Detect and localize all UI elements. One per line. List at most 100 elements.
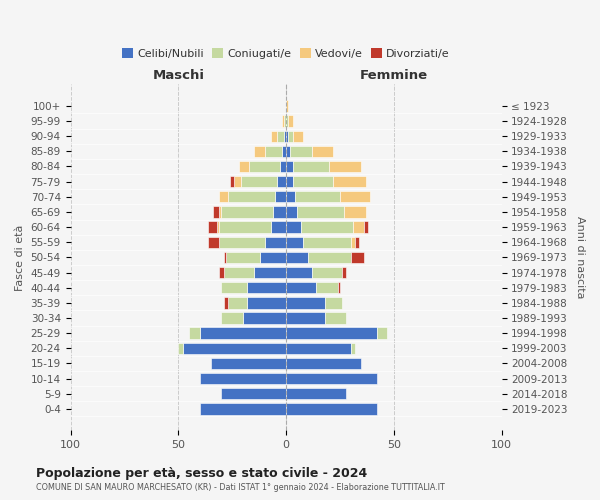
Bar xyxy=(329,161,361,172)
Bar xyxy=(301,222,353,233)
Bar xyxy=(293,130,303,142)
Bar xyxy=(200,373,286,384)
Bar xyxy=(286,146,290,157)
Bar xyxy=(254,267,286,278)
Bar xyxy=(226,252,260,263)
Bar xyxy=(277,130,284,142)
Bar xyxy=(286,252,308,263)
Bar xyxy=(286,161,293,172)
Bar xyxy=(228,297,247,308)
Bar xyxy=(286,267,312,278)
Bar xyxy=(286,388,346,400)
Bar xyxy=(286,312,325,324)
Bar xyxy=(286,342,351,354)
Bar xyxy=(282,116,284,126)
Text: Popolazione per età, sesso e stato civile - 2024: Popolazione per età, sesso e stato civil… xyxy=(36,467,367,480)
Bar xyxy=(286,100,288,112)
Bar xyxy=(208,222,217,233)
Bar xyxy=(243,312,286,324)
Bar xyxy=(344,206,366,218)
Bar xyxy=(247,297,286,308)
Bar xyxy=(364,222,368,233)
Bar xyxy=(334,176,366,188)
Bar xyxy=(288,130,293,142)
Bar xyxy=(235,176,241,188)
Bar xyxy=(351,342,355,354)
Bar xyxy=(286,130,288,142)
Bar xyxy=(200,403,286,414)
Bar xyxy=(230,176,235,188)
Bar xyxy=(277,176,286,188)
Bar xyxy=(265,236,286,248)
Bar xyxy=(221,282,247,294)
Bar xyxy=(228,191,275,202)
Bar xyxy=(260,252,286,263)
Bar xyxy=(286,116,288,126)
Bar xyxy=(284,130,286,142)
Bar xyxy=(325,297,342,308)
Bar xyxy=(271,222,286,233)
Bar xyxy=(273,206,286,218)
Bar xyxy=(224,297,228,308)
Bar xyxy=(286,191,295,202)
Bar xyxy=(325,312,346,324)
Text: Femmine: Femmine xyxy=(360,68,428,82)
Bar xyxy=(377,328,388,339)
Bar xyxy=(286,358,361,369)
Y-axis label: Anni di nascita: Anni di nascita xyxy=(575,216,585,298)
Bar xyxy=(280,161,286,172)
Bar xyxy=(219,206,221,218)
Bar xyxy=(224,252,226,263)
Bar xyxy=(316,282,338,294)
Bar xyxy=(219,236,265,248)
Bar xyxy=(221,388,286,400)
Bar xyxy=(224,267,254,278)
Bar xyxy=(297,206,344,218)
Bar xyxy=(286,206,297,218)
Bar xyxy=(290,146,312,157)
Bar xyxy=(208,236,219,248)
Bar xyxy=(312,267,342,278)
Bar xyxy=(308,252,351,263)
Bar xyxy=(295,191,340,202)
Text: Maschi: Maschi xyxy=(152,68,204,82)
Bar xyxy=(211,358,286,369)
Bar xyxy=(286,222,301,233)
Bar xyxy=(353,222,364,233)
Legend: Celibi/Nubili, Coniugati/e, Vedovi/e, Divorziati/e: Celibi/Nubili, Coniugati/e, Vedovi/e, Di… xyxy=(119,45,453,62)
Bar xyxy=(247,282,286,294)
Bar xyxy=(286,373,377,384)
Bar xyxy=(312,146,334,157)
Bar xyxy=(250,161,280,172)
Bar xyxy=(288,116,293,126)
Bar xyxy=(286,176,293,188)
Bar xyxy=(286,297,325,308)
Bar xyxy=(219,222,271,233)
Bar xyxy=(241,176,277,188)
Bar xyxy=(286,403,377,414)
Bar xyxy=(219,191,228,202)
Bar xyxy=(275,191,286,202)
Bar xyxy=(221,206,273,218)
Bar xyxy=(282,146,286,157)
Bar xyxy=(265,146,282,157)
Bar xyxy=(284,116,286,126)
Bar xyxy=(286,236,303,248)
Bar xyxy=(182,342,286,354)
Bar xyxy=(189,328,200,339)
Bar xyxy=(355,236,359,248)
Bar xyxy=(254,146,265,157)
Bar xyxy=(286,282,316,294)
Bar xyxy=(293,161,329,172)
Bar xyxy=(286,328,377,339)
Bar xyxy=(340,191,370,202)
Y-axis label: Fasce di età: Fasce di età xyxy=(15,224,25,290)
Bar xyxy=(293,176,334,188)
Bar xyxy=(338,282,340,294)
Bar xyxy=(351,252,364,263)
Bar xyxy=(200,328,286,339)
Bar xyxy=(303,236,351,248)
Bar xyxy=(221,312,243,324)
Text: COMUNE DI SAN MAURO MARCHESATO (KR) - Dati ISTAT 1° gennaio 2024 - Elaborazione : COMUNE DI SAN MAURO MARCHESATO (KR) - Da… xyxy=(36,484,445,492)
Bar xyxy=(217,222,219,233)
